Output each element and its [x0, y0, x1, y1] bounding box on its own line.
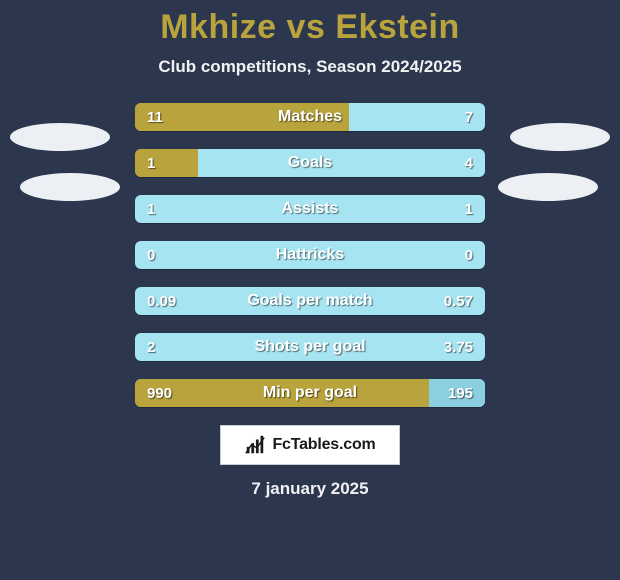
stat-label: Hattricks — [135, 241, 485, 269]
bar-chart-icon — [244, 434, 266, 456]
logo-text: FcTables.com — [272, 436, 375, 454]
avatar-placeholder — [10, 123, 110, 151]
stat-value-right: 1 — [465, 195, 473, 223]
avatar-placeholder — [498, 173, 598, 201]
stat-label: Assists — [135, 195, 485, 223]
stat-row: 1Assists1 — [135, 195, 485, 223]
stat-rows: 11Matches71Goals41Assists10Hattricks00.0… — [135, 103, 485, 407]
stat-label: Goals per match — [135, 287, 485, 315]
stat-value-right: 195 — [448, 379, 473, 407]
avatar-placeholder — [20, 173, 120, 201]
subtitle: Club competitions, Season 2024/2025 — [0, 57, 620, 77]
stat-row: 0.09Goals per match0.57 — [135, 287, 485, 315]
stat-row: 1Goals4 — [135, 149, 485, 177]
player-left-name: Mkhize — [160, 8, 276, 46]
stat-row: 990Min per goal195 — [135, 379, 485, 407]
stat-value-right: 0.57 — [444, 287, 473, 315]
stat-label: Goals — [135, 149, 485, 177]
stat-label: Shots per goal — [135, 333, 485, 361]
stat-label: Min per goal — [135, 379, 485, 407]
stat-row: 2Shots per goal3.75 — [135, 333, 485, 361]
stat-label: Matches — [135, 103, 485, 131]
stat-value-right: 4 — [465, 149, 473, 177]
page-title: Mkhize vs Ekstein — [0, 8, 620, 47]
avatar-placeholder — [510, 123, 610, 151]
title-vs: vs — [277, 8, 336, 46]
stat-value-right: 3.75 — [444, 333, 473, 361]
stat-row: 0Hattricks0 — [135, 241, 485, 269]
player-right-name: Ekstein — [335, 8, 459, 46]
stat-value-right: 7 — [465, 103, 473, 131]
comparison-card: Mkhize vs Ekstein Club competitions, Sea… — [0, 0, 620, 580]
source-logo[interactable]: FcTables.com — [220, 425, 400, 465]
stat-value-right: 0 — [465, 241, 473, 269]
stat-row: 11Matches7 — [135, 103, 485, 131]
date-text: 7 january 2025 — [0, 479, 620, 499]
